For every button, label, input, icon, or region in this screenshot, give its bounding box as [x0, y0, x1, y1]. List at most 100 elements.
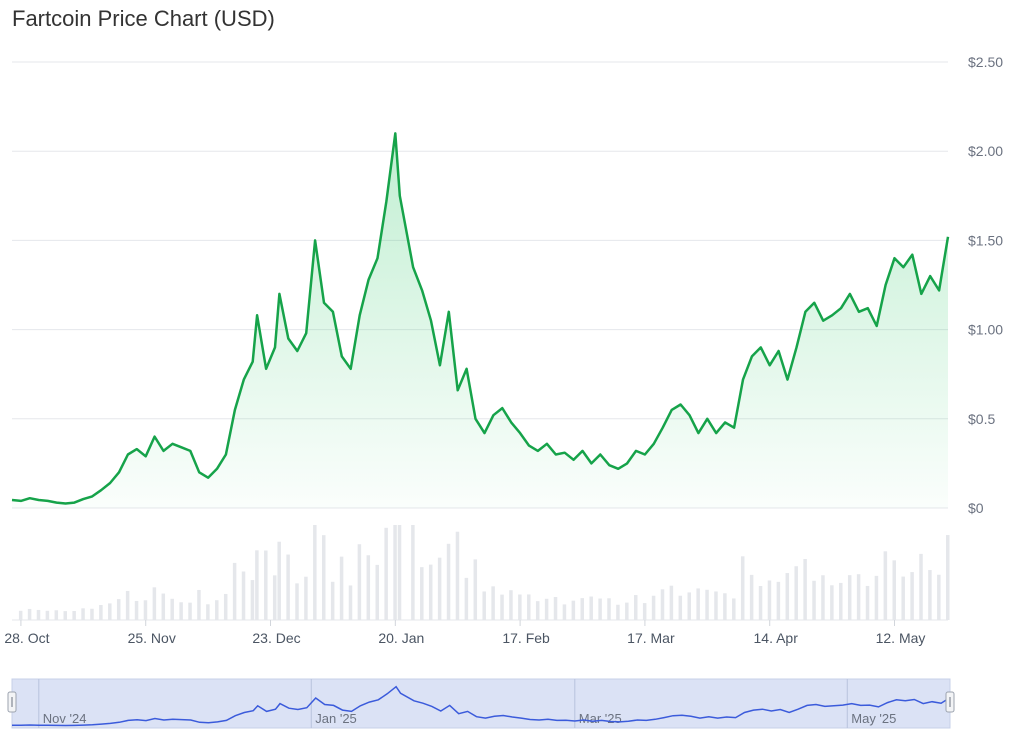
volume-bar	[553, 597, 558, 620]
volume-bar	[616, 604, 620, 620]
x-tick-label: 14. Apr	[754, 630, 799, 646]
volume-bar	[255, 550, 259, 620]
volume-bar	[188, 602, 192, 620]
volume-bar	[72, 611, 76, 620]
volume-bar	[634, 595, 638, 620]
price-line[interactable]	[11, 132, 950, 505]
volume-bar	[348, 585, 353, 620]
volume-bar	[651, 595, 656, 620]
volume-bar	[375, 564, 379, 620]
volume-bar	[411, 525, 415, 620]
navigator-label: Mar '25	[579, 711, 622, 726]
volume-bar	[54, 610, 59, 620]
volume-bar	[625, 602, 629, 620]
volume-bar	[678, 595, 683, 620]
volume-bar	[152, 587, 157, 620]
volume-bar	[206, 604, 210, 620]
volume-bar	[518, 594, 522, 620]
x-tick-label: 23. Dec	[252, 630, 300, 646]
volume-bar	[562, 604, 567, 620]
volume-bar	[197, 589, 201, 620]
volume-bar	[607, 598, 611, 620]
volume-bar	[272, 575, 277, 620]
volume-bar	[143, 600, 148, 620]
volume-bar	[919, 553, 923, 620]
volume-bar	[125, 590, 130, 620]
price-area	[12, 133, 948, 508]
volume-bar	[571, 600, 576, 620]
volume-bar	[304, 576, 308, 620]
volume-bar	[892, 560, 897, 620]
volume-bar	[428, 564, 433, 620]
volume-bar	[357, 544, 362, 620]
volume-bar	[116, 599, 121, 620]
volume-bar	[464, 577, 469, 620]
volume-bar	[286, 554, 290, 620]
volume-bar	[437, 557, 442, 620]
volume-bar	[36, 609, 41, 620]
x-tick-label: 17. Feb	[502, 630, 550, 646]
volume-bar	[928, 570, 932, 620]
chart-title: Fartcoin Price Chart (USD)	[12, 6, 275, 31]
volume-bar	[179, 602, 183, 620]
volume-bar	[295, 583, 299, 620]
volume-bar	[660, 589, 665, 620]
volume-bar	[161, 593, 166, 620]
volume-bar	[732, 598, 736, 620]
volume-bar	[241, 571, 246, 620]
volume-bar	[856, 574, 861, 620]
volume-bar	[250, 580, 255, 620]
volume-bar	[669, 585, 674, 620]
volume-bar	[937, 574, 941, 620]
navigator-selection[interactable]	[11, 678, 951, 729]
x-tick-label: 12. May	[876, 630, 926, 646]
volume-bar	[874, 575, 879, 620]
volume-bar	[839, 582, 843, 620]
volume-bar	[535, 601, 540, 620]
volume-bar	[723, 593, 727, 620]
y-tick-label: $0.5	[968, 411, 995, 427]
volume-bar	[170, 598, 174, 620]
volume-bar	[473, 559, 478, 620]
volume-bar	[544, 598, 549, 620]
volume-bar	[420, 567, 424, 620]
volume-bar	[90, 608, 94, 620]
volume-bar	[812, 580, 816, 620]
volume-bar	[509, 590, 513, 620]
volume-bar	[803, 559, 807, 620]
volume-bar	[910, 572, 914, 620]
volume-bar	[45, 610, 50, 620]
volume-bar	[642, 603, 647, 620]
volume-bar	[322, 535, 326, 620]
volume-bar	[99, 604, 103, 620]
volume-bar	[215, 600, 219, 620]
volume-bar	[27, 608, 32, 620]
x-tick-label: 20. Jan	[378, 630, 424, 646]
volume-bar	[500, 594, 504, 620]
volume-bar	[277, 541, 281, 620]
x-tick-label: 17. Mar	[627, 630, 675, 646]
volume-bar	[598, 598, 602, 620]
y-tick-label: $2.50	[968, 54, 1003, 70]
volume-bar	[696, 588, 700, 620]
volume-bar	[339, 556, 344, 620]
volume-bar	[366, 555, 371, 620]
y-tick-label: $0	[968, 500, 984, 516]
volume-bar	[397, 525, 402, 620]
y-tick-label: $1.50	[968, 232, 1003, 248]
volume-bar	[63, 611, 67, 620]
volume-bar	[384, 527, 388, 620]
volume-bar	[794, 566, 798, 620]
volume-bar	[223, 593, 228, 620]
volume-bar	[767, 580, 772, 620]
volume-bar	[758, 585, 763, 620]
volume-bar	[491, 586, 495, 620]
volume-bar	[687, 592, 691, 620]
volume-bar	[482, 591, 486, 620]
volume-bar	[830, 585, 834, 620]
navigator-label: Nov '24	[43, 711, 87, 726]
volume-bar	[705, 589, 709, 620]
volume-bar	[901, 576, 905, 620]
volume-bar	[847, 575, 852, 620]
